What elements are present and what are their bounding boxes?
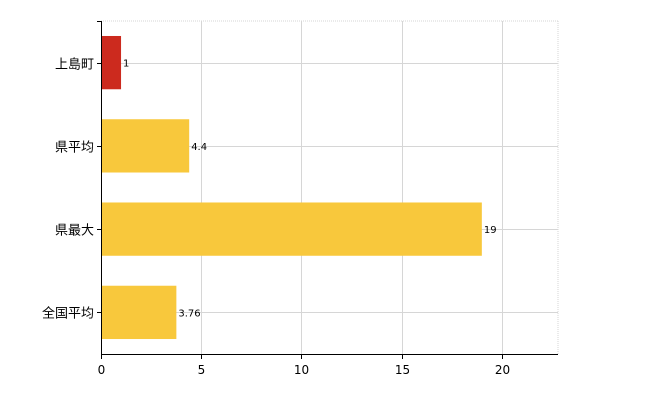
x-tick-label: 20 bbox=[495, 363, 510, 377]
data-label: 3.76 bbox=[178, 308, 200, 319]
category-label: 県最大 bbox=[55, 224, 94, 239]
data-label: 4.4 bbox=[191, 142, 207, 153]
bar bbox=[101, 202, 482, 256]
axes bbox=[97, 21, 558, 359]
category-label: 県平均 bbox=[55, 141, 94, 156]
bar bbox=[101, 119, 190, 173]
gridlines bbox=[101, 20, 559, 354]
category-label: 全国平均 bbox=[42, 306, 94, 322]
x-tick-label: 0 bbox=[98, 363, 106, 377]
data-label: 19 bbox=[484, 225, 497, 236]
x-tick-label: 10 bbox=[294, 363, 309, 377]
bar bbox=[101, 35, 122, 90]
bars bbox=[101, 35, 482, 340]
bar bbox=[101, 285, 177, 340]
x-tick-label: 15 bbox=[395, 363, 410, 377]
x-tick-label: 5 bbox=[198, 363, 206, 377]
data-label: 1 bbox=[123, 59, 129, 70]
category-label: 上島町 bbox=[55, 58, 94, 73]
